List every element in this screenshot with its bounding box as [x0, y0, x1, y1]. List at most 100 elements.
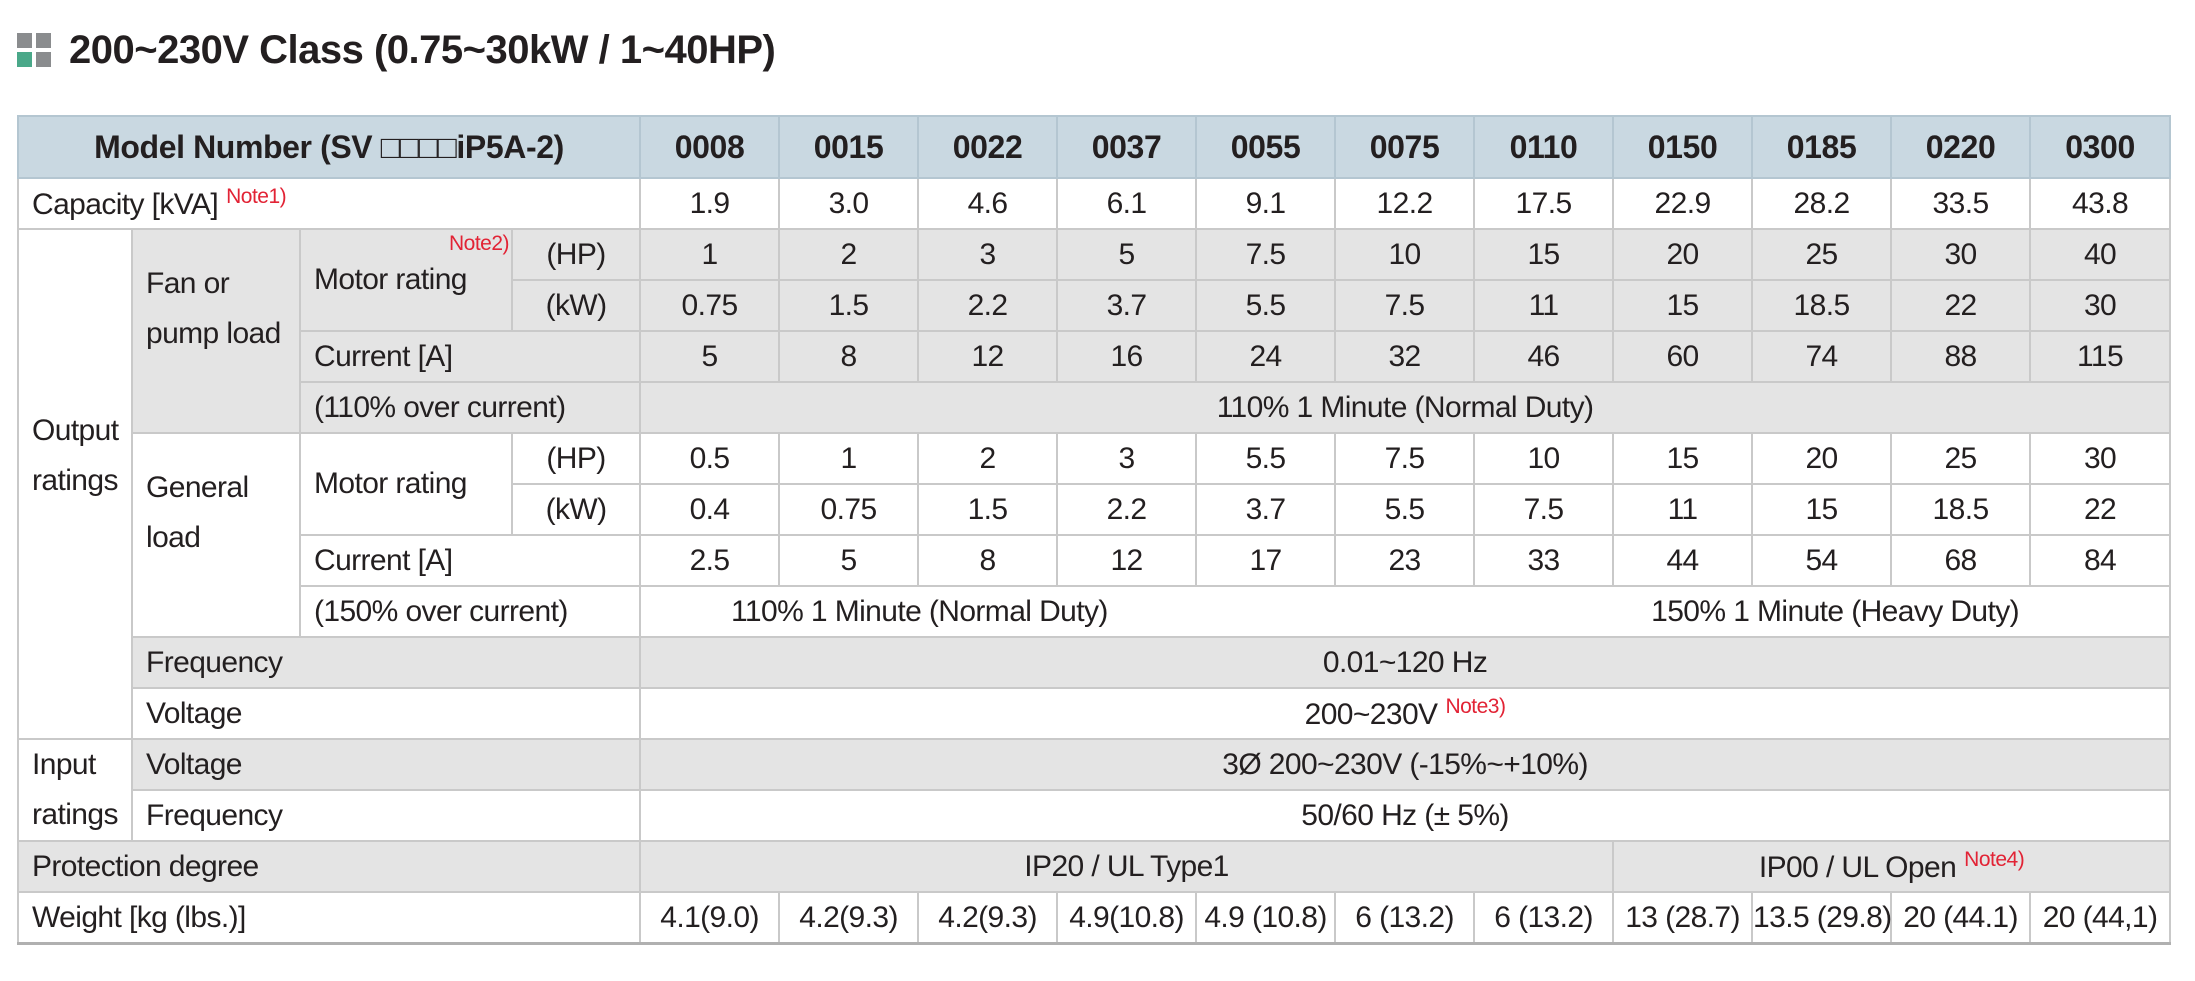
input-frequency-value: 50/60 Hz (± 5%) [639, 789, 2172, 842]
fan-current-cell: 32 [1334, 330, 1476, 383]
fan-hp-row: Output ratings Fan or pump load Note2) M… [17, 228, 2172, 740]
weight-cell: 6 (13.2) [1334, 891, 1476, 945]
fan-current-cell: 46 [1473, 330, 1615, 383]
fan-current-row: Current [A] 5 8 12 16 24 32 46 60 74 88 … [18, 330, 2172, 383]
model-cell: 0037 [1056, 115, 1198, 179]
output-voltage-row: Voltage 200~230V Note3) [18, 687, 2172, 740]
fan-overcurrent-value: 110% 1 Minute (Normal Duty) [639, 381, 2172, 434]
capacity-cell: 1.9 [639, 177, 781, 230]
fan-hp-cell: 30 [1890, 228, 2032, 281]
general-kw-row: (kW) 0.4 0.75 1.5 2.2 3.7 5.5 7.5 11 15 … [18, 483, 2172, 536]
input-frequency-row: Frequency 50/60 Hz (± 5%) [18, 789, 2172, 842]
general-kw-cell: 11 [1612, 483, 1754, 536]
weight-cell: 4.2(9.3) [778, 891, 920, 945]
fan-current-cell: 8 [778, 330, 920, 383]
general-kw-cell: 0.75 [778, 483, 920, 536]
kw-unit: (kW) [510, 483, 642, 536]
general-current-row: Current [A] 2.5 5 8 12 17 23 33 44 54 68… [18, 534, 2172, 587]
output-voltage-label: Voltage [130, 687, 642, 740]
model-cell: 0022 [917, 115, 1059, 179]
fan-pump-load-label: Fan or pump load [131, 228, 301, 434]
general-current-cell: 54 [1751, 534, 1893, 587]
fan-kw-cell: 22 [1890, 279, 2032, 332]
model-cell: 0008 [639, 115, 781, 179]
fan-kw-cell: 30 [2029, 279, 2172, 332]
protection-value-left: IP20 / UL Type1 [639, 840, 1615, 893]
general-overcurrent-value: 110% 1 Minute (Normal Duty) 150% 1 Minut… [639, 585, 2172, 638]
general-hp-cell: 10 [1473, 432, 1615, 485]
general-kw-cell: 3.7 [1195, 483, 1337, 536]
note-marker: Note3) [1445, 695, 1506, 718]
fan-kw-cell: 5.5 [1195, 279, 1337, 332]
fan-hp-cell: 7.5 [1195, 228, 1337, 281]
note-marker: Note1) [226, 185, 287, 208]
hp-unit: (HP) [510, 228, 642, 281]
general-hp-cell: 1 [778, 432, 920, 485]
general-kw-cell: 1.5 [917, 483, 1059, 536]
brand-squares-icon [17, 33, 51, 67]
note-marker: Note4) [1964, 848, 2025, 871]
general-hp-cell: 15 [1612, 432, 1754, 485]
fan-hp-cell: 40 [2029, 228, 2172, 281]
general-current-cell: 2.5 [639, 534, 781, 587]
protection-value-right: IP00 / UL Open Note4) [1612, 840, 2172, 893]
general-kw-cell: 2.2 [1056, 483, 1198, 536]
weight-cell: 13 (28.7) [1612, 891, 1754, 945]
weight-cell: 4.9 (10.8) [1195, 891, 1337, 945]
page-title: 200~230V Class (0.75~30kW / 1~40HP) [69, 27, 776, 72]
general-current-cell: 23 [1334, 534, 1476, 587]
fan-kw-cell: 11 [1473, 279, 1615, 332]
input-voltage-label: Voltage [130, 738, 642, 791]
model-cell: 0185 [1751, 115, 1893, 179]
spec-table: Model Number (SV □□□□iP5A-2) 0008 0015 0… [16, 115, 2172, 945]
general-overcurrent-label: (150% over current) [298, 585, 642, 638]
general-hp-cell: 0.5 [639, 432, 781, 485]
general-current-cell: 17 [1195, 534, 1337, 587]
general-current-cell: 5 [778, 534, 920, 587]
general-current-cell: 12 [1056, 534, 1198, 587]
header-row: Model Number (SV □□□□iP5A-2) 0008 0015 0… [16, 115, 2172, 179]
fan-current-cell: 115 [2029, 330, 2172, 383]
model-cell: 0055 [1195, 115, 1337, 179]
general-hp-row: General load Motor rating (HP) 0.5 1 2 3… [18, 432, 2172, 638]
general-hp-cell: 30 [2029, 432, 2172, 485]
fan-current-cell: 60 [1612, 330, 1754, 383]
weight-cell: 4.2(9.3) [917, 891, 1059, 945]
model-cell: 0220 [1890, 115, 2032, 179]
weight-row: Weight [kg (lbs.)] 4.1(9.0) 4.2(9.3) 4.2… [16, 891, 2172, 945]
weight-label: Weight [kg (lbs.)] [16, 891, 642, 945]
protection-label: Protection degree [16, 840, 642, 893]
fan-kw-cell: 7.5 [1334, 279, 1476, 332]
output-ratings-label: Output ratings [17, 228, 133, 740]
model-cell: 0150 [1612, 115, 1754, 179]
input-voltage-value: 3Ø 200~230V (-15%~+10%) [639, 738, 2172, 791]
fan-kw-row: (kW) 0.75 1.5 2.2 3.7 5.5 7.5 11 15 18.5… [18, 279, 2172, 332]
output-frequency-label: Frequency [130, 636, 642, 689]
fan-hp-cell: 10 [1334, 228, 1476, 281]
fan-hp-cell: 25 [1751, 228, 1893, 281]
fan-hp-cell: 1 [639, 228, 781, 281]
fan-current-cell: 5 [639, 330, 781, 383]
general-kw-cell: 18.5 [1890, 483, 2032, 536]
fan-overcurrent-row: (110% over current) 110% 1 Minute (Norma… [18, 381, 2172, 434]
capacity-cell: 12.2 [1334, 177, 1476, 230]
fan-current-cell: 24 [1195, 330, 1337, 383]
general-hp-cell: 25 [1890, 432, 2032, 485]
fan-hp-cell: 2 [778, 228, 920, 281]
fan-hp-cell: 15 [1473, 228, 1615, 281]
general-kw-cell: 0.4 [639, 483, 781, 536]
title-bar: 200~230V Class (0.75~30kW / 1~40HP) [17, 26, 776, 74]
fan-current-cell: 16 [1056, 330, 1198, 383]
general-kw-cell: 22 [2029, 483, 2172, 536]
capacity-cell: 4.6 [917, 177, 1059, 230]
general-hp-cell: 7.5 [1334, 432, 1476, 485]
protection-row: Protection degree IP20 / UL Type1 IP00 /… [16, 840, 2172, 893]
fan-overcurrent-label: (110% over current) [298, 381, 642, 434]
fan-current-cell: 74 [1751, 330, 1893, 383]
hp-unit: (HP) [510, 432, 642, 485]
capacity-cell: 22.9 [1612, 177, 1754, 230]
general-current-cell: 68 [1890, 534, 2032, 587]
fan-hp-cell: 20 [1612, 228, 1754, 281]
fan-current-cell: 12 [917, 330, 1059, 383]
weight-cell: 4.1(9.0) [639, 891, 781, 945]
